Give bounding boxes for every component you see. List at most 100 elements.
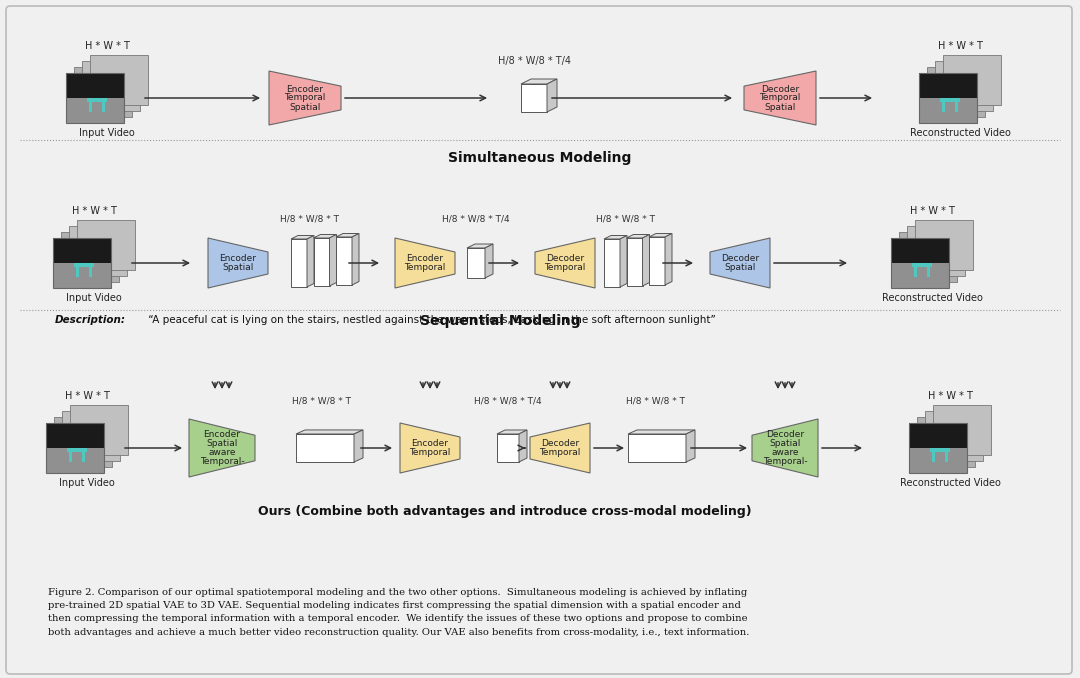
Polygon shape — [60, 232, 119, 282]
Polygon shape — [313, 238, 329, 286]
Text: Spatial: Spatial — [222, 263, 254, 272]
Text: H * W * T: H * W * T — [928, 391, 972, 401]
Polygon shape — [899, 232, 957, 282]
Text: Spatial: Spatial — [206, 439, 238, 448]
Text: Figure 2. Comparison of our optimal spatiotemporal modeling and the two other op: Figure 2. Comparison of our optimal spat… — [48, 588, 750, 637]
Bar — [945, 452, 948, 462]
Polygon shape — [53, 238, 111, 263]
Polygon shape — [352, 233, 359, 285]
Polygon shape — [744, 71, 816, 125]
Polygon shape — [752, 419, 818, 477]
Polygon shape — [909, 448, 967, 473]
Bar — [75, 263, 94, 267]
Bar — [927, 267, 930, 277]
Text: Temporal: Temporal — [759, 94, 800, 102]
Text: Decoder: Decoder — [721, 254, 759, 263]
Text: Encoder: Encoder — [286, 85, 324, 94]
Bar — [914, 267, 917, 277]
Bar — [912, 263, 932, 267]
Text: “A peaceful cat is lying on the stairs, nestled against the warm steps, basking : “A peaceful cat is lying on the stairs, … — [145, 315, 716, 325]
Polygon shape — [915, 220, 973, 270]
Polygon shape — [269, 71, 341, 125]
Text: Ours (Combine both advantages and introduce cross-modal modeling): Ours (Combine both advantages and introd… — [258, 506, 752, 519]
Text: H * W * T: H * W * T — [71, 206, 117, 216]
Polygon shape — [649, 233, 672, 237]
Polygon shape — [604, 235, 627, 239]
Text: H * W * T: H * W * T — [937, 41, 983, 51]
Polygon shape — [530, 423, 590, 473]
Polygon shape — [519, 430, 527, 462]
Bar — [930, 448, 950, 452]
Bar — [82, 452, 85, 462]
Polygon shape — [665, 233, 672, 285]
Text: Temporal-: Temporal- — [762, 457, 808, 466]
Text: Decoder: Decoder — [541, 439, 579, 448]
Polygon shape — [535, 238, 595, 288]
Polygon shape — [296, 434, 354, 462]
Text: Decoder: Decoder — [545, 254, 584, 263]
Polygon shape — [497, 430, 527, 434]
Polygon shape — [686, 430, 696, 462]
Text: Encoder: Encoder — [406, 254, 444, 263]
Bar — [942, 102, 945, 112]
Text: Encoder: Encoder — [411, 439, 448, 448]
Polygon shape — [53, 263, 111, 288]
Polygon shape — [909, 423, 967, 448]
Text: H/8 * W/8 * T: H/8 * W/8 * T — [281, 214, 339, 223]
Polygon shape — [307, 235, 314, 287]
Polygon shape — [354, 430, 363, 462]
Polygon shape — [75, 67, 132, 117]
Text: Spatial: Spatial — [769, 439, 800, 448]
Bar — [69, 452, 72, 462]
Text: Decoder: Decoder — [761, 85, 799, 94]
Polygon shape — [935, 61, 993, 111]
Text: H * W * T: H * W * T — [65, 391, 109, 401]
Text: Temporal: Temporal — [404, 263, 446, 272]
Polygon shape — [620, 235, 627, 287]
Bar — [955, 102, 958, 112]
Text: H * W * T: H * W * T — [909, 206, 955, 216]
Bar — [89, 102, 92, 112]
Polygon shape — [66, 73, 124, 98]
Polygon shape — [66, 98, 124, 123]
Text: Reconstructed Video: Reconstructed Video — [881, 293, 983, 303]
Polygon shape — [521, 84, 546, 112]
Text: Input Video: Input Video — [79, 128, 135, 138]
Polygon shape — [521, 79, 557, 84]
Text: H/8 * W/8 * T: H/8 * W/8 * T — [595, 214, 654, 223]
Text: H * W * T: H * W * T — [84, 41, 130, 51]
Text: H/8 * W/8 * T/4: H/8 * W/8 * T/4 — [474, 397, 542, 406]
Polygon shape — [69, 226, 127, 276]
Bar — [67, 448, 87, 452]
Polygon shape — [933, 405, 991, 455]
Polygon shape — [313, 235, 337, 238]
Polygon shape — [924, 411, 983, 461]
Polygon shape — [943, 55, 1001, 105]
Polygon shape — [70, 405, 129, 455]
Text: Description:: Description: — [55, 315, 126, 325]
Text: Encoder: Encoder — [203, 430, 241, 439]
Text: Decoder: Decoder — [766, 430, 805, 439]
Text: Sequential Modeling: Sequential Modeling — [420, 314, 580, 328]
Polygon shape — [626, 235, 649, 238]
Text: Reconstructed Video: Reconstructed Video — [900, 478, 1000, 488]
Polygon shape — [891, 263, 949, 288]
Polygon shape — [400, 423, 460, 473]
Text: H/8 * W/8 * T: H/8 * W/8 * T — [293, 397, 351, 406]
Text: H/8 * W/8 * T: H/8 * W/8 * T — [625, 397, 685, 406]
Polygon shape — [336, 237, 352, 285]
Polygon shape — [917, 417, 975, 467]
Polygon shape — [82, 61, 140, 111]
Text: Temporal: Temporal — [409, 448, 450, 457]
Bar — [89, 267, 92, 277]
Bar — [932, 452, 935, 462]
Polygon shape — [907, 226, 966, 276]
Bar — [102, 102, 105, 112]
Polygon shape — [546, 79, 557, 112]
Polygon shape — [891, 238, 949, 263]
Polygon shape — [291, 235, 314, 239]
Polygon shape — [919, 98, 977, 123]
Text: Simultaneous Modeling: Simultaneous Modeling — [448, 151, 632, 165]
Text: Temporal-: Temporal- — [200, 457, 244, 466]
Text: Reconstructed Video: Reconstructed Video — [909, 128, 1011, 138]
